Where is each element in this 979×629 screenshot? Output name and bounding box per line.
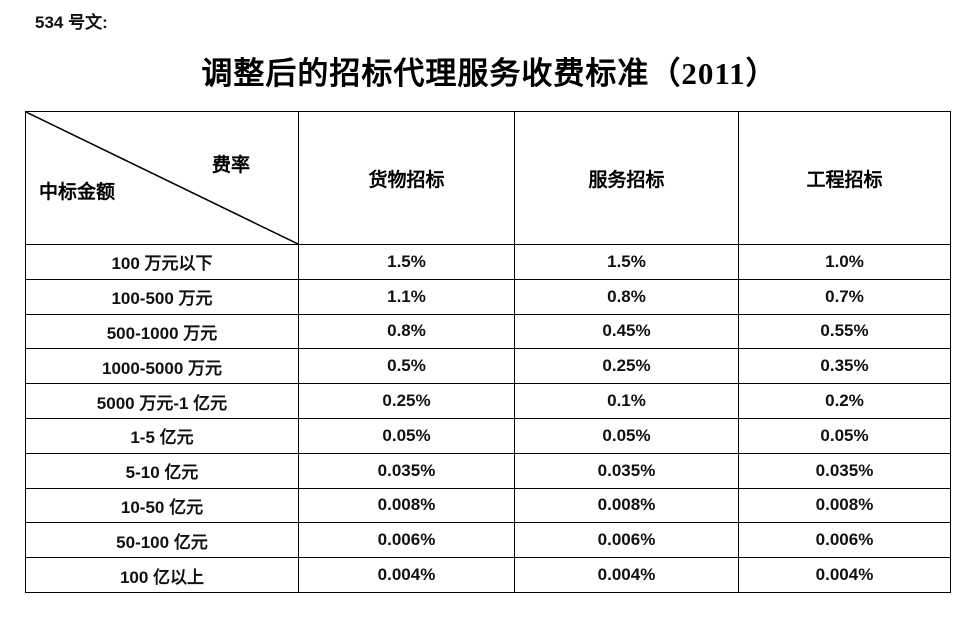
fee-value: 0.8% bbox=[514, 278, 739, 315]
fee-value: 0.7% bbox=[738, 278, 951, 315]
fee-value: 1.0% bbox=[738, 244, 951, 280]
fee-value: 0.1% bbox=[514, 383, 739, 419]
fee-value: 0.8% bbox=[298, 313, 515, 350]
row-label: 1-5 亿元 bbox=[25, 417, 299, 454]
fee-value: 0.035% bbox=[514, 452, 739, 489]
fee-value: 0.55% bbox=[738, 313, 951, 350]
fee-value: 0.004% bbox=[738, 557, 951, 593]
table-row: 1000-5000 万元 0.5% 0.25% 0.35% bbox=[25, 348, 951, 385]
row-label: 50-100 亿元 bbox=[25, 522, 299, 559]
corner-label-rate: 费率 bbox=[211, 155, 250, 176]
fee-value: 0.006% bbox=[514, 522, 739, 559]
fee-value: 0.25% bbox=[514, 348, 739, 385]
table-row: 5-10 亿元 0.035% 0.035% 0.035% bbox=[25, 452, 951, 489]
row-label: 100 万元以下 bbox=[25, 244, 299, 280]
column-header-engineering: 工程招标 bbox=[738, 111, 951, 245]
fee-value: 0.008% bbox=[738, 487, 951, 524]
fee-value: 0.006% bbox=[298, 522, 515, 559]
fee-value: 0.05% bbox=[738, 417, 951, 454]
row-label: 5000 万元-1 亿元 bbox=[25, 383, 299, 419]
fee-value: 0.004% bbox=[298, 557, 515, 593]
page-title: 调整后的招标代理服务收费标准（2011） bbox=[201, 56, 778, 91]
fee-value: 0.05% bbox=[514, 417, 739, 454]
column-header-goods: 货物招标 bbox=[298, 111, 515, 245]
fee-value: 0.008% bbox=[298, 487, 515, 524]
fee-value: 0.004% bbox=[514, 557, 739, 593]
fee-value: 0.035% bbox=[738, 452, 951, 489]
fee-value: 0.2% bbox=[738, 383, 951, 419]
table-row: 100 亿以上 0.004% 0.004% 0.004% bbox=[25, 557, 951, 593]
column-header-services: 服务招标 bbox=[514, 111, 739, 245]
corner-label-amount: 中标金额 bbox=[39, 182, 116, 203]
table-row: 100-500 万元 1.1% 0.8% 0.7% bbox=[25, 278, 951, 315]
fee-value: 0.035% bbox=[298, 452, 515, 489]
fee-rate-table: 费率 中标金额 货物招标 服务招标 工程招标 100 万元以下 1.5% 1.5… bbox=[25, 111, 951, 593]
row-label: 500-1000 万元 bbox=[25, 313, 299, 350]
fee-value: 1.5% bbox=[514, 244, 739, 280]
row-label: 10-50 亿元 bbox=[25, 487, 299, 524]
diagonal-line bbox=[26, 112, 298, 244]
row-label: 5-10 亿元 bbox=[25, 452, 299, 489]
table-row: 100 万元以下 1.5% 1.5% 1.0% bbox=[25, 244, 951, 280]
table-row: 5000 万元-1 亿元 0.25% 0.1% 0.2% bbox=[25, 383, 951, 419]
fee-value: 0.05% bbox=[298, 417, 515, 454]
header-row: 费率 中标金额 货物招标 服务招标 工程招标 bbox=[25, 111, 951, 245]
fee-value: 1.5% bbox=[298, 244, 515, 280]
row-label: 1000-5000 万元 bbox=[25, 348, 299, 385]
fee-value: 0.5% bbox=[298, 348, 515, 385]
row-label: 100-500 万元 bbox=[25, 278, 299, 315]
table-row: 500-1000 万元 0.8% 0.45% 0.55% bbox=[25, 313, 951, 350]
fee-value: 0.35% bbox=[738, 348, 951, 385]
fee-value: 0.008% bbox=[514, 487, 739, 524]
fee-value: 0.006% bbox=[738, 522, 951, 559]
table-row: 1-5 亿元 0.05% 0.05% 0.05% bbox=[25, 417, 951, 454]
fee-value: 0.25% bbox=[298, 383, 515, 419]
table-row: 10-50 亿元 0.008% 0.008% 0.008% bbox=[25, 487, 951, 524]
fee-value: 0.45% bbox=[514, 313, 739, 350]
table-row: 50-100 亿元 0.006% 0.006% 0.006% bbox=[25, 522, 951, 559]
row-label: 100 亿以上 bbox=[25, 557, 299, 593]
document-ref: 534 号文: bbox=[35, 13, 108, 32]
corner-header-cell: 费率 中标金额 bbox=[25, 111, 299, 245]
fee-value: 1.1% bbox=[298, 278, 515, 315]
